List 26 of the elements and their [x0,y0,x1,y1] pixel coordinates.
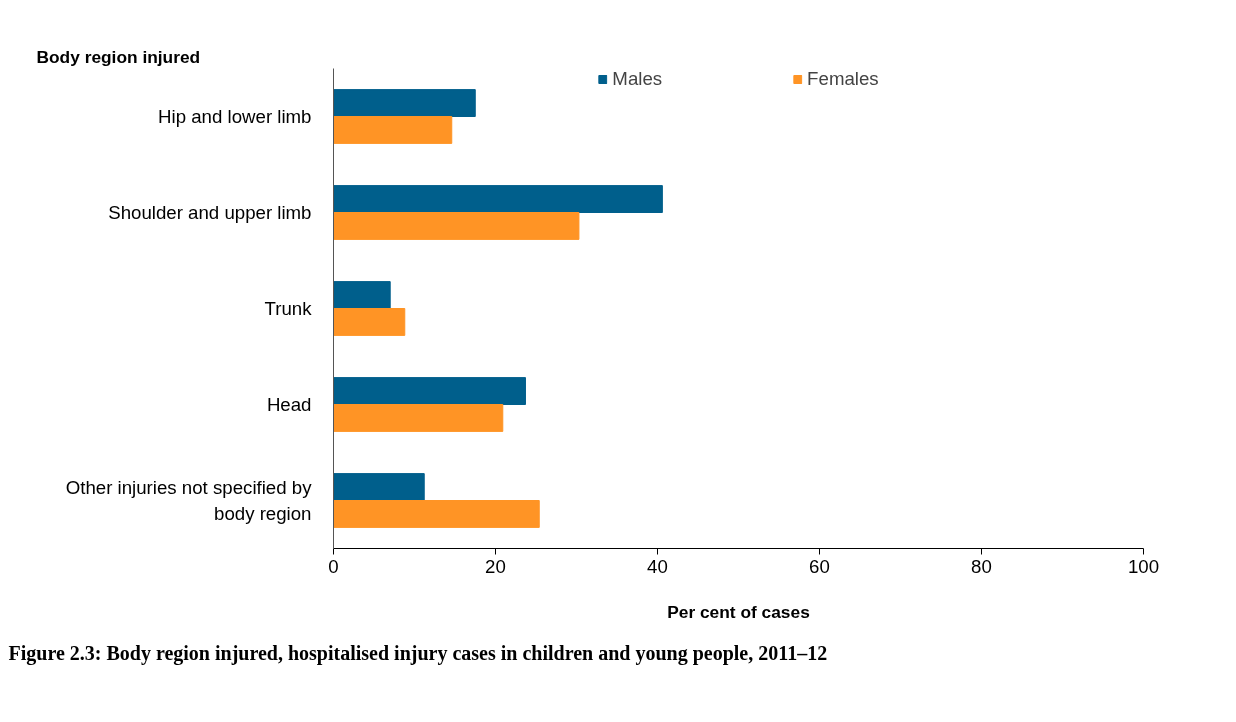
text: Body region injured [36,46,201,67]
y-tick-label: Trunk [264,298,313,319]
bar [333,308,406,336]
legend-label: Males [612,68,663,90]
y-tick-label: Hip and lower limb [158,106,312,127]
bar [333,281,391,309]
bar [333,377,526,405]
x-axis-title: Per cent of cases [667,601,810,622]
legend-label: Females [807,68,879,90]
caption: Figure 2.3: Body region injured, hospitalised injury cases in children and young people, 2011–12 [8,641,828,665]
bar [333,212,580,240]
bar [333,473,425,501]
bar [333,116,453,144]
y-tick-label: Shoulder and upper limb [108,202,312,223]
x-tick-label: 20 [485,555,506,577]
bar [333,185,663,213]
bar [333,500,540,528]
bar [333,89,476,117]
x-tick-label: 60 [809,555,830,577]
y-tick-label: Other injuries not specified by body region [65,477,313,524]
x-tick-label: 0 [328,555,339,577]
bar [333,404,504,432]
x-tick-label: 100 [1127,555,1160,577]
x-tick-label: 80 [971,555,992,577]
y-tick-label: Head [266,394,312,415]
x-tick-label: 40 [647,555,668,577]
